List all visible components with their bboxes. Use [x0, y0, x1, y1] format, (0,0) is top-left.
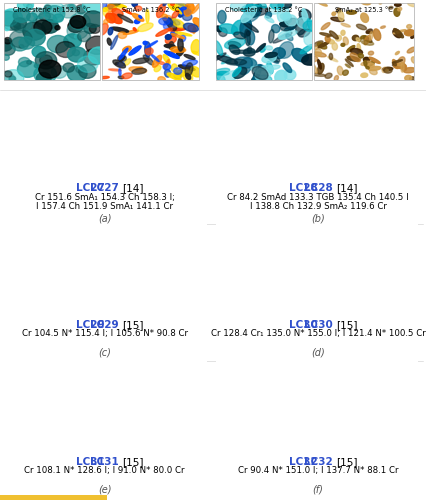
Text: LC31: LC31 — [76, 456, 104, 466]
Text: [15]: [15] — [335, 456, 357, 466]
Text: [14]: [14] — [122, 184, 144, 194]
Text: Cr 104.5 N* 115.4 I; I 105.6 N* 90.8 Cr: Cr 104.5 N* 115.4 I; I 105.6 N* 90.8 Cr — [22, 329, 187, 338]
FancyBboxPatch shape — [215, 361, 417, 454]
Text: [15]: [15] — [335, 320, 357, 330]
Text: LC29: LC29 — [76, 320, 104, 330]
FancyBboxPatch shape — [4, 361, 207, 454]
Text: LC27: LC27 — [90, 184, 119, 194]
Text: LC31: LC31 — [90, 456, 119, 466]
Text: LC32: LC32 — [289, 456, 317, 466]
Text: Cr 151.6 SmA₁ 154.3 Ch 158.3 I;: Cr 151.6 SmA₁ 154.3 Ch 158.3 I; — [35, 192, 174, 202]
FancyBboxPatch shape — [215, 224, 417, 317]
Text: (a): (a) — [98, 214, 111, 224]
Text: (f): (f) — [312, 484, 323, 494]
Text: Cr 128.4 Cr₁ 135.0 N* 155.0 I; I 121.4 N* 100.5 Cr: Cr 128.4 Cr₁ 135.0 N* 155.0 I; I 121.4 N… — [210, 329, 424, 338]
FancyBboxPatch shape — [4, 224, 207, 317]
Text: LC32: LC32 — [303, 456, 332, 466]
Text: LC30: LC30 — [303, 320, 332, 330]
Text: [15]: [15] — [122, 456, 144, 466]
Text: Cr 90.4 N* 151.0 I; I 137.7 N* 88.1 Cr: Cr 90.4 N* 151.0 I; I 137.7 N* 88.1 Cr — [237, 466, 397, 475]
Text: Cr 84.2 SmAd 133.3 TGB 135.4 Ch 140.5 I: Cr 84.2 SmAd 133.3 TGB 135.4 Ch 140.5 I — [227, 192, 408, 202]
Text: Cr 108.1 N* 128.6 I; I 91.0 N* 80.0 Cr: Cr 108.1 N* 128.6 I; I 91.0 N* 80.0 Cr — [24, 466, 184, 475]
Text: I 157.4 Ch 151.9 SmA₁ 141.1 Cr: I 157.4 Ch 151.9 SmA₁ 141.1 Cr — [36, 202, 173, 211]
Text: (e): (e) — [98, 484, 111, 494]
Text: LC30: LC30 — [289, 320, 317, 330]
Text: I 138.8 Ch 132.9 SmA₂ 119.6 Cr: I 138.8 Ch 132.9 SmA₂ 119.6 Cr — [249, 202, 386, 211]
Text: (b): (b) — [311, 214, 324, 224]
Text: LC28: LC28 — [303, 184, 332, 194]
Text: LC28: LC28 — [289, 184, 317, 194]
FancyBboxPatch shape — [4, 88, 207, 180]
Text: (d): (d) — [311, 348, 324, 358]
Text: [14]: [14] — [335, 184, 357, 194]
Text: [15]: [15] — [122, 320, 144, 330]
Text: (c): (c) — [98, 348, 111, 358]
Bar — [0, 495, 106, 500]
FancyBboxPatch shape — [215, 88, 417, 180]
Text: LC27: LC27 — [75, 184, 104, 194]
Text: LC29: LC29 — [90, 320, 119, 330]
